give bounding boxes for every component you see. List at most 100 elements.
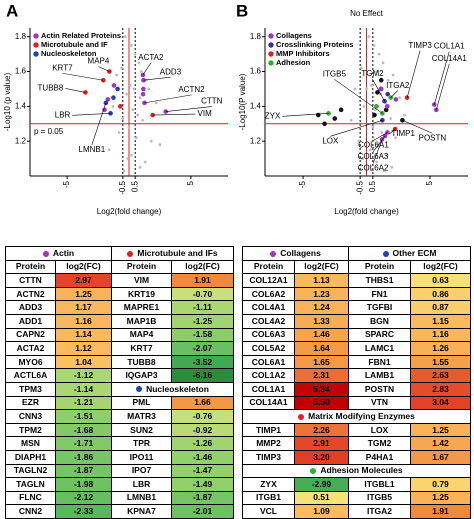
background-point: [368, 148, 372, 152]
panel-letter: A: [6, 1, 18, 20]
protein-name: ITGB5: [348, 490, 411, 506]
protein-name: EZR: [5, 395, 56, 411]
fold-change-value: 0.63: [409, 273, 472, 288]
legend-label: Nucleoskeleton: [41, 49, 97, 58]
background-point: [111, 104, 115, 108]
fold-change-value: -1.86: [55, 449, 112, 465]
background-point: [390, 165, 394, 169]
y-tick-label: 1.2: [250, 136, 262, 145]
x-tick-label: -0.5: [118, 180, 127, 194]
background-point: [375, 160, 379, 164]
protein-name: MAPRE1: [111, 300, 172, 315]
group-header: Adhesion Molecules: [241, 463, 472, 479]
leader-line: [372, 139, 383, 164]
background-point: [372, 112, 377, 118]
point-label: ACTN2: [178, 85, 205, 94]
protein-name: FN1: [348, 286, 411, 302]
legend-marker: [33, 33, 39, 39]
background-point: [394, 136, 398, 140]
fold-change-value: 0.51: [294, 490, 349, 506]
fold-change-value: 2.63: [409, 368, 472, 383]
fold-change-value: 0.87: [409, 300, 472, 315]
fold-change-value: -2.01: [171, 504, 234, 519]
background-point: [322, 121, 327, 127]
legend-label: Crosslinking Proteins: [276, 40, 354, 49]
fold-change-value: 0.86: [409, 286, 472, 302]
background-point: [121, 117, 125, 120]
fold-change-value: 1.67: [409, 449, 472, 465]
background-point: [133, 52, 137, 56]
background-point: [370, 84, 373, 87]
leader-line: [62, 72, 104, 81]
point-label: ITGA2: [386, 81, 410, 90]
point-label: ZYX: [265, 111, 281, 120]
y-tick-label: 1.4: [15, 101, 27, 110]
protein-name: SPARC: [348, 327, 411, 343]
protein-name: CAPN2: [5, 327, 56, 343]
leader-line: [433, 51, 450, 105]
background-point: [378, 77, 384, 83]
point: [111, 95, 116, 100]
fold-change-value: -1.26: [171, 436, 234, 451]
background-point: [371, 125, 375, 129]
y-tick-label: 1.8: [250, 32, 262, 41]
fold-change-value: -1.87: [171, 490, 234, 506]
background-point: [138, 96, 142, 100]
protein-name: CNN3: [5, 409, 56, 424]
fold-change-value: 2.97: [55, 273, 112, 288]
fold-change-value: 1.16: [55, 313, 112, 329]
background-point: [362, 104, 366, 108]
protein-name: TUBB8: [111, 354, 172, 370]
legend-marker: [268, 51, 274, 57]
background-point: [360, 66, 363, 70]
fold-change-value: 1.65: [294, 354, 349, 370]
fold-change-value: 2.31: [294, 368, 349, 383]
background-point: [136, 113, 140, 117]
background-point: [400, 117, 405, 123]
background-point: [315, 112, 321, 118]
background-point: [158, 143, 162, 147]
fold-change-value: -2.07: [171, 341, 234, 356]
leader-line: [98, 66, 110, 72]
protein-name: KRT7: [111, 341, 172, 356]
fold-change-value: 1.91: [171, 273, 234, 288]
protein-name: COL5A2: [242, 341, 295, 356]
fold-change-value: -2.12: [55, 490, 112, 506]
protein-name: IPO11: [111, 449, 172, 465]
point-label: COL6A1: [358, 141, 389, 150]
protein-name: KRT19: [111, 286, 172, 302]
background-point: [120, 66, 123, 70]
fold-change-value: 5.34: [294, 381, 349, 397]
legend-marker: [268, 33, 274, 39]
point-label: TUBB8: [38, 84, 64, 93]
protein-name: TAGLN: [5, 477, 56, 492]
fold-change-value: 1.55: [409, 354, 472, 370]
legend-label: Actin Related Proteins: [41, 31, 121, 40]
leader-line: [72, 113, 111, 116]
leader-line: [142, 62, 152, 76]
fold-change-value: -0.92: [171, 422, 234, 438]
group-header: Other ECM: [347, 246, 472, 261]
background-point: [149, 139, 153, 143]
column-header: log2(FC): [171, 259, 234, 275]
point: [108, 111, 113, 116]
group-title: Matrix Modifying Enzymes: [308, 410, 415, 421]
group-dot: [42, 250, 49, 257]
protein-name: TIMP3: [242, 449, 295, 465]
point-label: LOX: [322, 136, 339, 145]
background-point: [125, 92, 128, 96]
x-tick-label: -5: [62, 180, 71, 188]
background-point: [382, 169, 386, 173]
leader-line: [373, 132, 388, 141]
protein-name: MAP4: [111, 327, 172, 343]
protein-name: P4HA1: [348, 449, 411, 465]
protein-name: CNN2: [5, 504, 56, 519]
fold-change-value: -1.11: [171, 300, 234, 315]
background-point: [385, 153, 389, 157]
background-point: [389, 117, 393, 120]
leader-line: [372, 78, 385, 102]
protein-name: THBS1: [348, 273, 411, 288]
protein-name: ZYX: [242, 477, 295, 492]
y-tick-label: 1.2: [15, 136, 27, 145]
point-label: COL14A1: [432, 54, 468, 63]
